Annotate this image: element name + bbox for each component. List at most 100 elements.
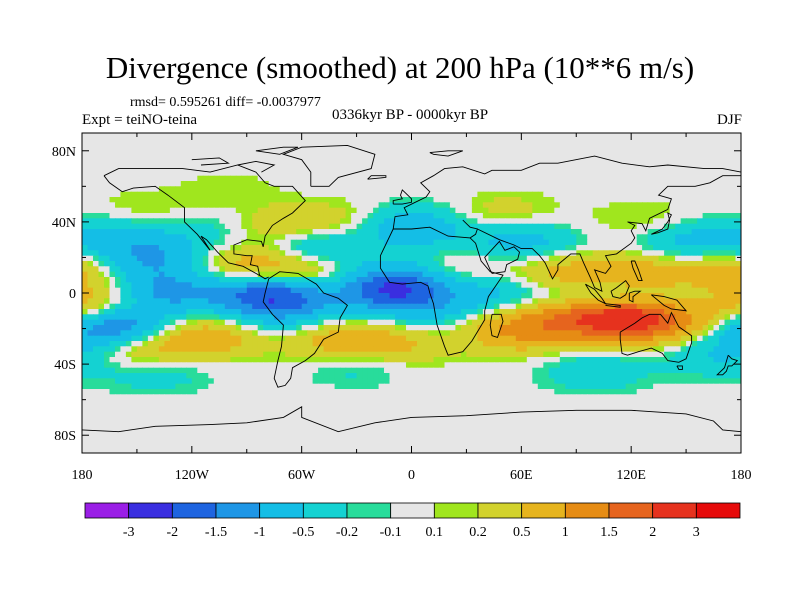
field-cell [356, 159, 363, 166]
field-cell [636, 287, 643, 294]
field-cell [351, 229, 358, 235]
field-cell [620, 181, 627, 187]
field-cell [340, 229, 347, 235]
field-cell [153, 325, 160, 331]
field-cell [285, 229, 292, 235]
field-cell [307, 351, 314, 358]
field-cell [570, 202, 577, 209]
field-cell [554, 133, 561, 139]
field-cell [488, 186, 495, 193]
field-cell [422, 202, 429, 209]
field-cell [208, 250, 215, 257]
field-cell [395, 335, 402, 342]
field-cell [169, 218, 176, 225]
field-cell [142, 229, 149, 235]
field-cell [164, 266, 171, 273]
field-cell [362, 325, 369, 331]
field-cell [521, 191, 528, 198]
field-cell [565, 159, 572, 166]
field-cell [724, 143, 731, 150]
field-cell [175, 202, 182, 209]
field-cell [136, 330, 143, 337]
field-cell [213, 266, 220, 273]
field-cell [252, 287, 259, 294]
field-cell [93, 181, 100, 187]
field-cell [98, 170, 105, 177]
field-cell [301, 266, 308, 273]
field-cell [186, 213, 193, 219]
field-cell [164, 319, 171, 326]
field-cell [125, 133, 132, 139]
field-cell [406, 223, 413, 230]
field-cell [296, 250, 303, 257]
field-cell [466, 351, 473, 358]
field-cell [609, 309, 616, 315]
field-cell [87, 250, 94, 257]
field-cell [98, 186, 105, 193]
field-cell [433, 202, 440, 209]
field-cell [515, 287, 522, 294]
field-cell [576, 159, 583, 166]
field-cell [554, 223, 561, 230]
field-cell [488, 202, 495, 209]
field-cell [482, 325, 489, 331]
field-cell [208, 218, 215, 225]
field-cell [471, 346, 478, 353]
field-cell [554, 181, 561, 187]
field-cell [345, 138, 352, 145]
field-cell [620, 197, 627, 203]
field-cell [625, 181, 632, 187]
field-cell [460, 229, 467, 235]
field-cell [471, 335, 478, 342]
field-cell [675, 245, 682, 251]
field-cell [504, 223, 511, 230]
field-cell [125, 234, 132, 241]
field-cell [120, 351, 127, 358]
field-cell [323, 271, 330, 278]
field-cell [499, 175, 506, 182]
field-cell [669, 282, 676, 289]
field-cell [455, 191, 462, 198]
field-cell [631, 298, 638, 305]
field-cell [598, 266, 605, 273]
field-cell [373, 191, 380, 198]
field-cell [395, 133, 402, 139]
field-cell [477, 186, 484, 193]
field-cell [642, 261, 649, 267]
field-cell [631, 346, 638, 353]
field-cell [115, 202, 122, 209]
field-cell [274, 202, 281, 209]
field-cell [625, 293, 632, 299]
field-cell [669, 213, 676, 219]
field-cell [515, 181, 522, 187]
field-cell [186, 234, 193, 241]
field-cell [631, 175, 638, 182]
field-cell [345, 213, 352, 219]
field-cell [477, 287, 484, 294]
field-cell [164, 154, 171, 161]
field-cell [252, 282, 259, 289]
field-cell [581, 277, 588, 283]
field-cell [532, 314, 539, 321]
field-cell [702, 261, 709, 267]
field-cell [367, 186, 374, 193]
field-cell [153, 293, 160, 299]
field-cell [230, 309, 237, 315]
field-cell [296, 298, 303, 305]
field-cell [219, 341, 226, 347]
field-cell [735, 335, 741, 342]
field-cell [460, 239, 467, 246]
field-cell [93, 346, 100, 353]
field-cell [296, 133, 303, 139]
field-cell [246, 207, 253, 214]
field-cell [373, 346, 380, 353]
field-cell [515, 234, 522, 241]
field-cell [230, 186, 237, 193]
field-cell [263, 133, 270, 139]
field-cell [274, 154, 281, 161]
field-cell [576, 319, 583, 326]
field-cell [460, 207, 467, 214]
field-cell [664, 234, 671, 241]
field-cell [537, 207, 544, 214]
field-cell [318, 351, 325, 358]
